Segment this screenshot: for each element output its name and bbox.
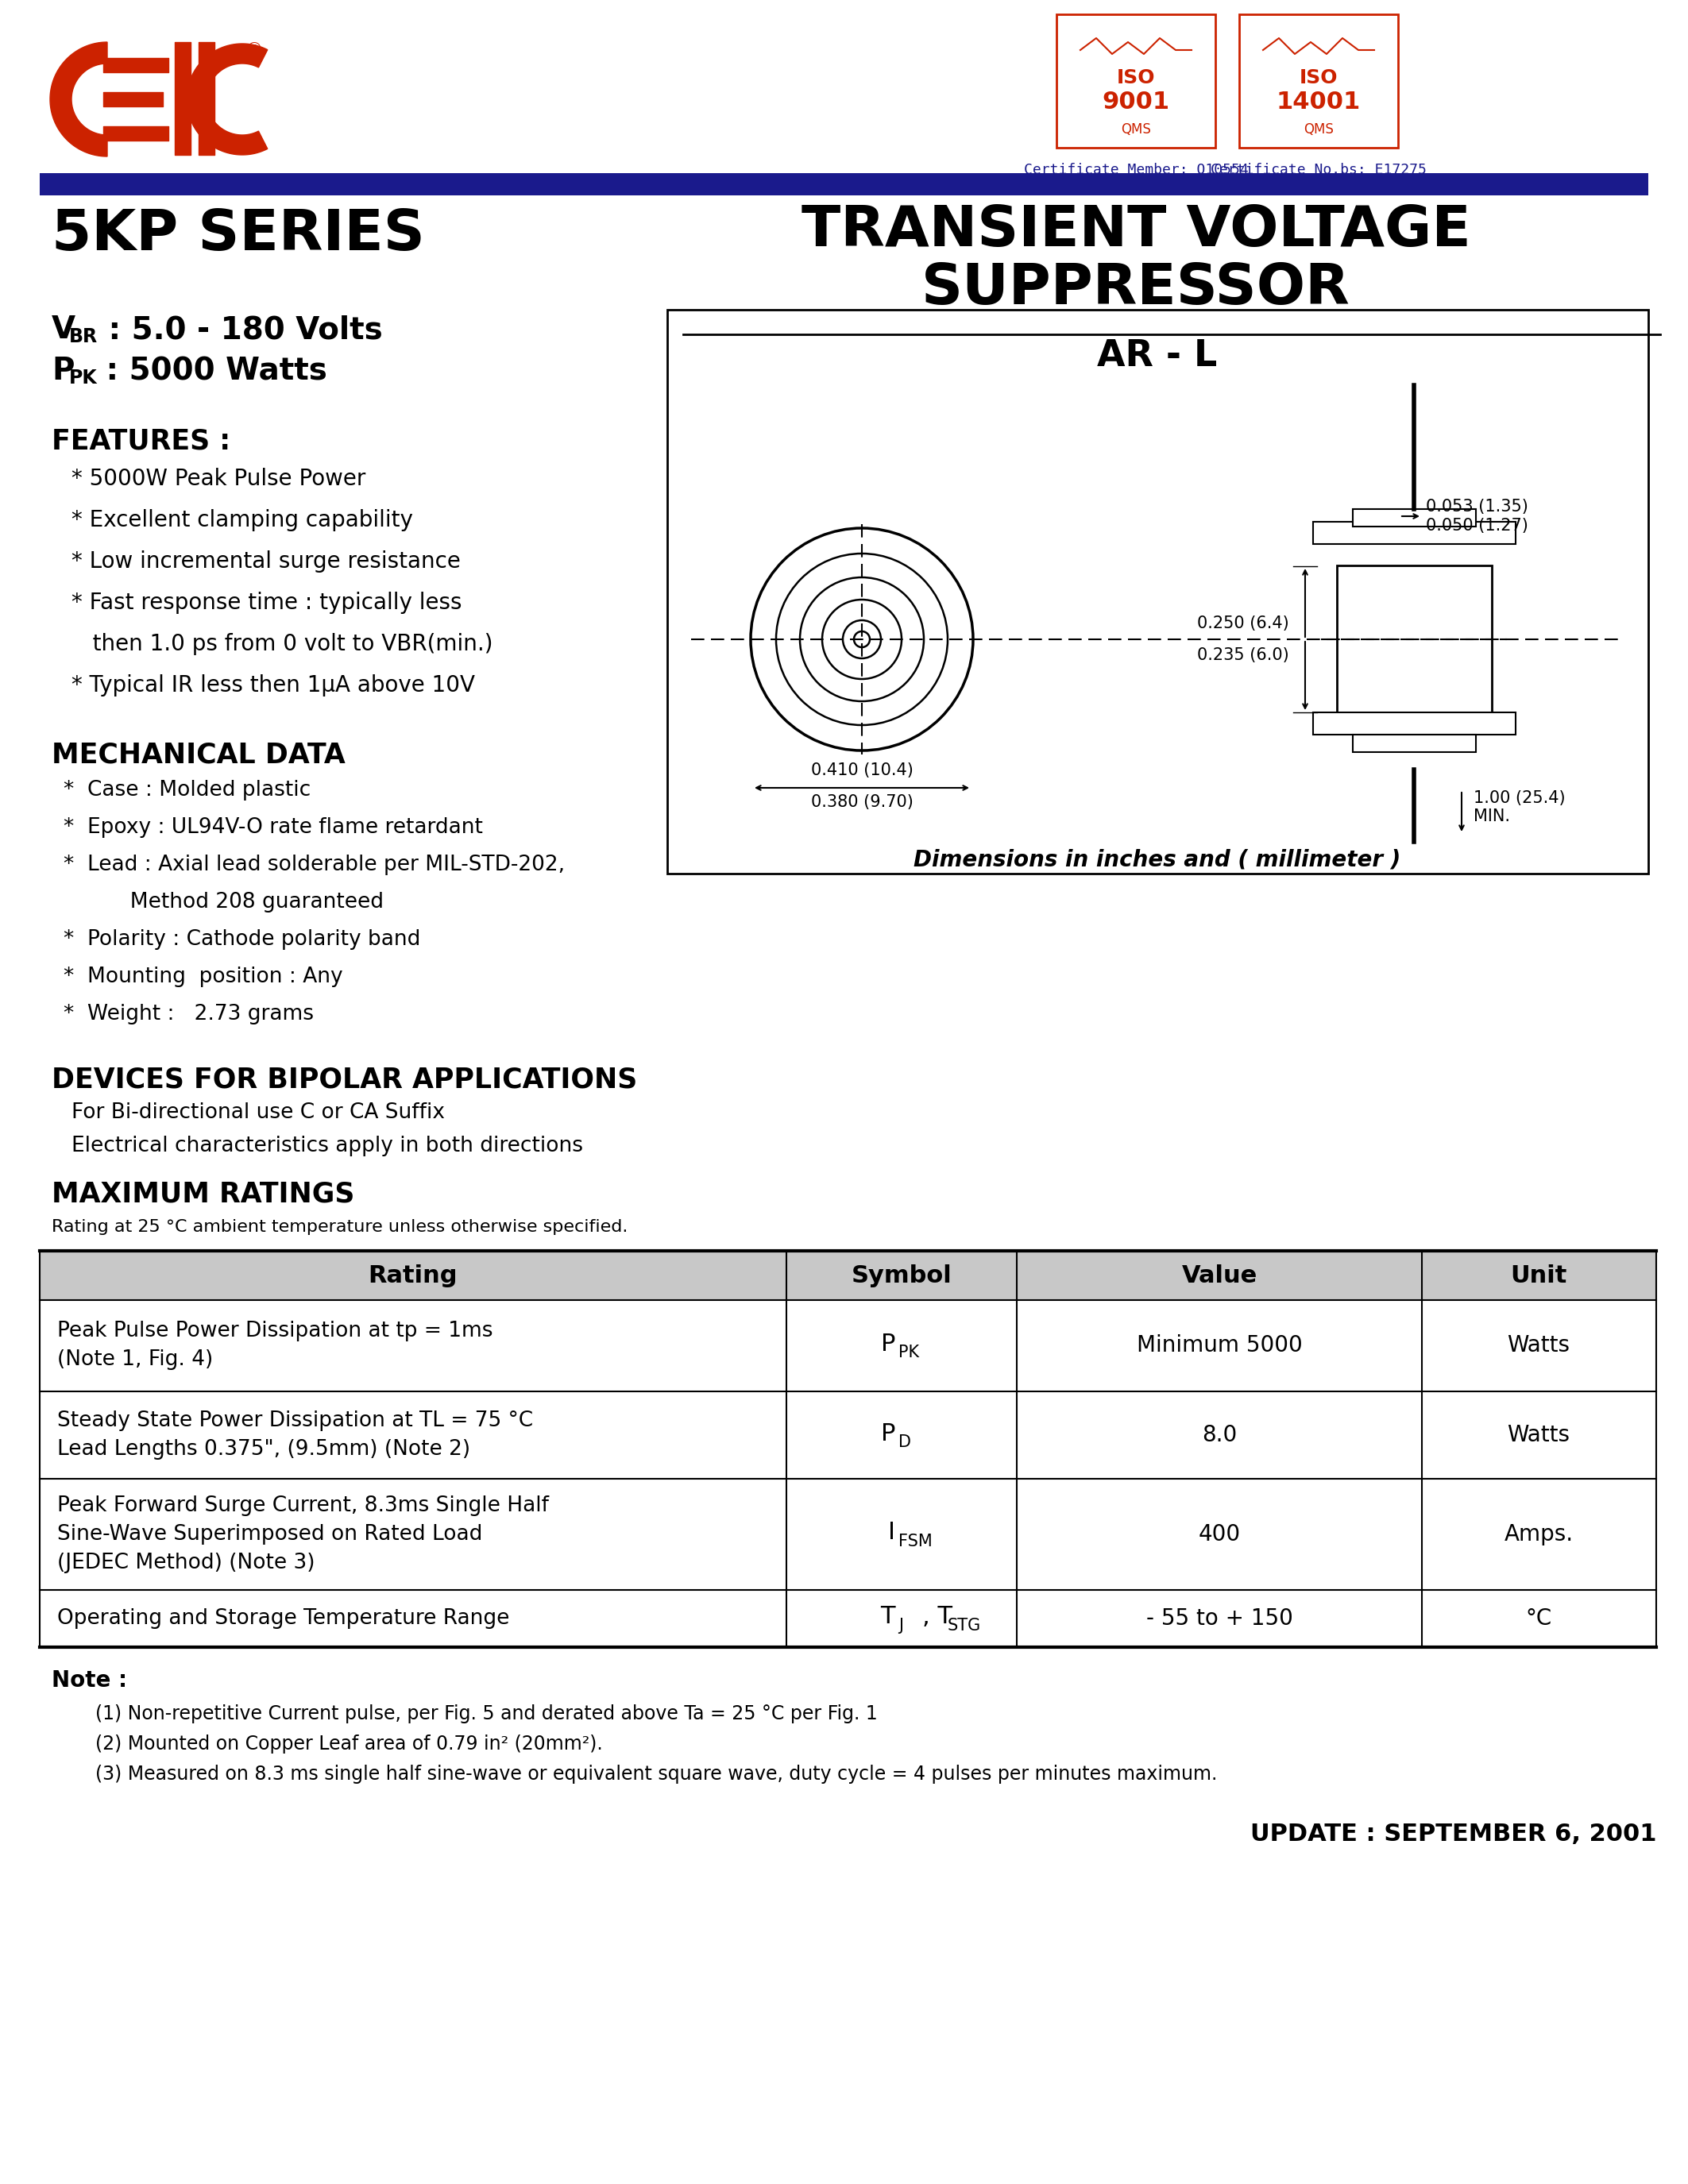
Text: 5KP SERIES: 5KP SERIES [52, 207, 425, 262]
Text: *  Epoxy : UL94V-O rate flame retardant: * Epoxy : UL94V-O rate flame retardant [64, 817, 483, 839]
Bar [1352, 509, 1475, 526]
Text: Electrical characteristics apply in both directions: Electrical characteristics apply in both… [71, 1136, 582, 1155]
Text: Peak Pulse Power Dissipation at tp = 1ms: Peak Pulse Power Dissipation at tp = 1ms [57, 1321, 493, 1341]
Bar [667, 310, 1647, 874]
Bar [1352, 734, 1475, 751]
Text: *  Case : Molded plastic: * Case : Molded plastic [64, 780, 311, 802]
Text: Watts: Watts [1507, 1334, 1570, 1356]
Text: (JEDEC Method) (Note 3): (JEDEC Method) (Note 3) [57, 1553, 316, 1572]
Text: Operating and Storage Temperature Range: Operating and Storage Temperature Range [57, 1607, 510, 1629]
Bar [1313, 522, 1516, 544]
Text: Rating at 25 °C ambient temperature unless otherwise specified.: Rating at 25 °C ambient temperature unle… [52, 1219, 628, 1234]
Text: Unit: Unit [1511, 1265, 1566, 1286]
Text: 8.0: 8.0 [1202, 1424, 1237, 1446]
Text: : 5.0 - 180 Volts: : 5.0 - 180 Volts [98, 314, 383, 345]
Text: QMS: QMS [1303, 122, 1334, 138]
Polygon shape [51, 41, 108, 157]
Text: (1) Non-repetitive Current pulse, per Fig. 5 and derated above Ta = 25 °C per Fi: (1) Non-repetitive Current pulse, per Fi… [95, 1704, 878, 1723]
Text: P: P [52, 356, 74, 387]
Text: UPDATE : SEPTEMBER 6, 2001: UPDATE : SEPTEMBER 6, 2001 [1249, 1824, 1656, 1845]
Text: Lead Lengths 0.375", (9.5mm) (Note 2): Lead Lengths 0.375", (9.5mm) (Note 2) [57, 1439, 471, 1459]
Text: Watts: Watts [1507, 1424, 1570, 1446]
Text: * Excellent clamping capability: * Excellent clamping capability [71, 509, 414, 531]
Text: Minimum 5000: Minimum 5000 [1136, 1334, 1301, 1356]
Text: * Typical IR less then 1μA above 10V: * Typical IR less then 1μA above 10V [71, 675, 474, 697]
Text: * Low incremental surge resistance: * Low incremental surge resistance [71, 550, 461, 572]
Bar [1239, 15, 1398, 149]
Text: T: T [881, 1605, 895, 1629]
Text: Note :: Note : [52, 1669, 127, 1693]
Text: Symbol: Symbol [851, 1265, 952, 1286]
Text: * Fast response time : typically less: * Fast response time : typically less [71, 592, 463, 614]
Text: Certificate Member: Q10554: Certificate Member: Q10554 [1023, 164, 1247, 177]
Text: AR - L: AR - L [1097, 339, 1217, 373]
Text: I: I [888, 1522, 895, 1544]
Bar [1337, 566, 1492, 712]
Text: * 5000W Peak Pulse Power: * 5000W Peak Pulse Power [71, 467, 366, 489]
Text: 0.380 (9.70): 0.380 (9.70) [810, 795, 913, 810]
Text: BR: BR [69, 328, 98, 347]
Text: V: V [52, 314, 76, 345]
Text: ISO: ISO [1117, 68, 1155, 87]
Bar [41, 173, 1647, 194]
Text: 0.053 (1.35): 0.053 (1.35) [1426, 498, 1528, 515]
Bar [1313, 712, 1516, 734]
Bar [41, 1251, 1656, 1299]
Text: °C: °C [1526, 1607, 1551, 1629]
Text: Dimensions in inches and ( millimeter ): Dimensions in inches and ( millimeter ) [913, 847, 1401, 871]
Text: P: P [881, 1332, 895, 1356]
Text: Method 208 guaranteed: Method 208 guaranteed [64, 891, 383, 913]
Text: - 55 to + 150: - 55 to + 150 [1146, 1607, 1293, 1629]
Text: 0.050 (1.27): 0.050 (1.27) [1426, 518, 1528, 533]
Text: , T: , T [922, 1605, 952, 1629]
Text: SUPPRESSOR: SUPPRESSOR [922, 260, 1350, 317]
Text: D: D [898, 1435, 912, 1450]
Text: MIN.: MIN. [1474, 808, 1511, 823]
Text: MECHANICAL DATA: MECHANICAL DATA [52, 740, 346, 769]
Text: MAXIMUM RATINGS: MAXIMUM RATINGS [52, 1179, 354, 1208]
Text: *  Weight :   2.73 grams: * Weight : 2.73 grams [64, 1005, 314, 1024]
Text: (3) Measured on 8.3 ms single half sine-wave or equivalent square wave, duty cyc: (3) Measured on 8.3 ms single half sine-… [95, 1765, 1217, 1784]
Text: 0.410 (10.4): 0.410 (10.4) [810, 762, 913, 778]
Text: Rating: Rating [368, 1265, 457, 1286]
Text: Sine-Wave Superimposed on Rated Load: Sine-Wave Superimposed on Rated Load [57, 1524, 483, 1544]
Text: For Bi-directional use C or CA Suffix: For Bi-directional use C or CA Suffix [71, 1103, 446, 1123]
Text: Certificate No.bs: E17275: Certificate No.bs: E17275 [1210, 164, 1426, 177]
Text: PK: PK [69, 369, 98, 387]
Text: 9001: 9001 [1102, 90, 1170, 114]
Text: FEATURES :: FEATURES : [52, 428, 231, 454]
Text: (Note 1, Fig. 4): (Note 1, Fig. 4) [57, 1350, 213, 1369]
Text: TRANSIENT VOLTAGE: TRANSIENT VOLTAGE [802, 203, 1470, 258]
Text: *  Lead : Axial lead solderable per MIL-STD-202,: * Lead : Axial lead solderable per MIL-S… [64, 854, 565, 876]
Text: ISO: ISO [1300, 68, 1339, 87]
Text: (2) Mounted on Copper Leaf area of 0.79 in² (20mm²).: (2) Mounted on Copper Leaf area of 0.79 … [95, 1734, 603, 1754]
Text: 0.235 (6.0): 0.235 (6.0) [1197, 646, 1290, 664]
Text: *  Mounting  position : Any: * Mounting position : Any [64, 968, 343, 987]
Text: Steady State Power Dissipation at TL = 75 °C: Steady State Power Dissipation at TL = 7… [57, 1411, 533, 1431]
Text: Peak Forward Surge Current, 8.3ms Single Half: Peak Forward Surge Current, 8.3ms Single… [57, 1496, 549, 1516]
Text: STG: STG [947, 1618, 981, 1634]
Text: QMS: QMS [1121, 122, 1151, 138]
Text: J: J [898, 1618, 903, 1634]
Text: 1.00 (25.4): 1.00 (25.4) [1474, 791, 1565, 806]
Text: 400: 400 [1198, 1522, 1241, 1546]
Text: ®: ® [245, 41, 263, 57]
Text: FSM: FSM [898, 1533, 932, 1548]
Bar [1057, 15, 1215, 149]
Text: PK: PK [898, 1345, 920, 1361]
Text: 0.250 (6.4): 0.250 (6.4) [1197, 616, 1290, 631]
Text: DEVICES FOR BIPOLAR APPLICATIONS: DEVICES FOR BIPOLAR APPLICATIONS [52, 1066, 638, 1092]
Text: Amps.: Amps. [1504, 1522, 1573, 1546]
Text: 14001: 14001 [1276, 90, 1361, 114]
Text: *  Polarity : Cathode polarity band: * Polarity : Cathode polarity band [64, 928, 420, 950]
Text: : 5000 Watts: : 5000 Watts [95, 356, 327, 387]
Text: Value: Value [1182, 1265, 1258, 1286]
Polygon shape [187, 44, 267, 155]
Text: then 1.0 ps from 0 volt to VBR(min.): then 1.0 ps from 0 volt to VBR(min.) [71, 633, 493, 655]
Text: P: P [881, 1422, 895, 1446]
